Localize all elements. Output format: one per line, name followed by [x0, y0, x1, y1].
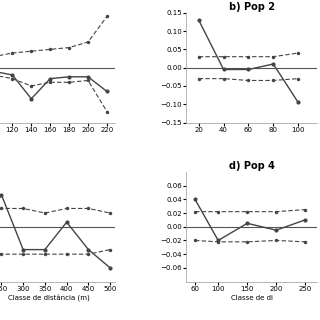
X-axis label: Classe de distância (m): Classe de distância (m) [8, 294, 90, 301]
Title: d) Pop 4: d) Pop 4 [228, 161, 275, 171]
Title: b) Pop 2: b) Pop 2 [228, 2, 275, 12]
X-axis label: Classe de di: Classe de di [230, 294, 273, 300]
